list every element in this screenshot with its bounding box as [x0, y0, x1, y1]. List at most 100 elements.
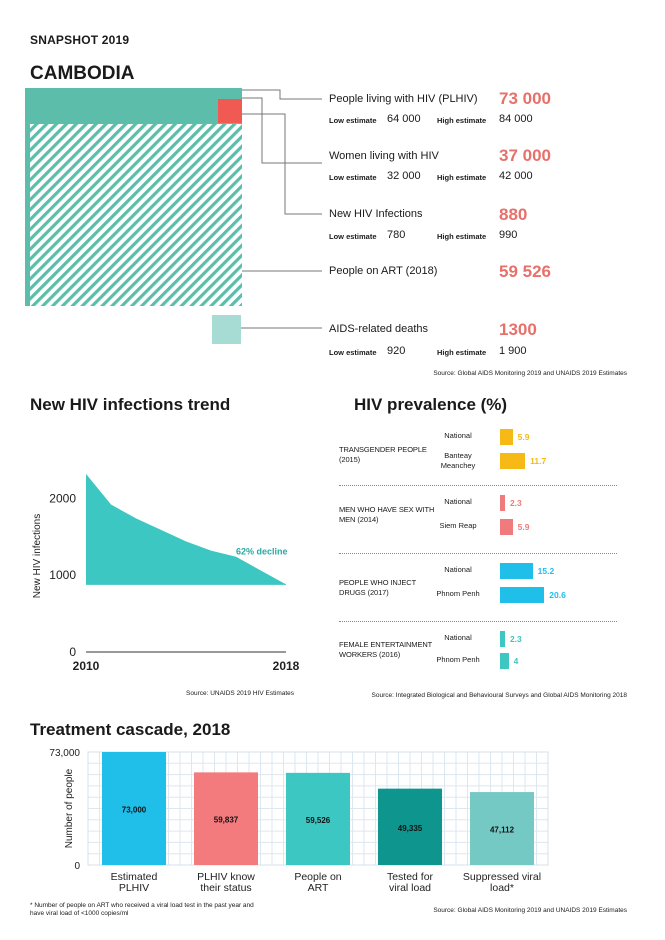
cascade-ytick-label: 73,000 [49, 748, 80, 759]
trend-baseline-band [86, 584, 286, 652]
cascade-category-label: PLHIV know their status [197, 871, 255, 894]
cascade-value-label: 73,000 [122, 806, 147, 815]
prevalence-sub-label: National [444, 633, 472, 642]
prevalence-group-label: FEMALE ENTERTAINMENT WORKERS (2016) [339, 640, 433, 659]
aids-deaths-square [212, 315, 241, 344]
plhiv-low-key: Low estimate [329, 116, 377, 125]
new-infections-value: 880 [499, 205, 528, 224]
new-infections-label: New HIV Infections [329, 208, 423, 220]
prevalence-value-label: 2.3 [509, 634, 522, 644]
women-low-key: Low estimate [329, 173, 377, 182]
cascade-bar [286, 772, 350, 865]
snapshot-label: SNAPSHOT 2019 [30, 33, 130, 47]
women-label: Women living with HIV [329, 150, 439, 162]
prevalence-sub-label: Phnom Penh [436, 655, 480, 664]
trend-chart: 0 1000 2000 2010 2018 New HIV infections 62% d… [32, 473, 300, 673]
prevalence-separator [339, 553, 617, 554]
prevalence-value-label: 5.9 [517, 522, 530, 532]
plhiv-value: 73 000 [499, 89, 551, 108]
prevalence-separator [339, 485, 617, 486]
plhiv-low-value: 64 000 [387, 113, 421, 125]
cascade-category-label: Suppressed viral load* [463, 871, 541, 894]
prevalence-group-label: TRANSGENDER PEOPLE (2015) [339, 445, 427, 464]
prevalence-bar [500, 429, 513, 445]
prevalence-value-label: 2.3 [509, 498, 522, 508]
prevalence-sub-label: National [444, 565, 472, 574]
cascade-chart: 73,000 Estimated PLHIV 59,837 PLHIV know thei… [49, 748, 549, 894]
prevalence-bar [500, 453, 526, 469]
prevalence-sub-label: Siem Reap [439, 521, 477, 530]
plhiv-label: People living with HIV (PLHIV) [329, 93, 478, 105]
prevalence-value-label: 11.7 [530, 456, 547, 466]
prevalence-bar [500, 587, 545, 603]
connector-women [242, 97, 322, 164]
new-infections-high-key: High estimate [437, 232, 487, 241]
cascade-title: Treatment cascade, 2018 [30, 720, 231, 739]
deaths-high-value: 1 900 [499, 345, 527, 357]
women-high-key: High estimate [437, 173, 487, 182]
prevalence-group-label: MEN WHO HAVE SEX WITH MEN (2014) [339, 505, 435, 524]
cascade-value-label: 59,837 [214, 816, 239, 825]
cascade-ytick-label: 0 [74, 861, 80, 872]
new-infections-high-value: 990 [499, 229, 518, 241]
plhiv-high-value: 84 000 [499, 113, 533, 125]
deaths-value: 1300 [499, 320, 537, 339]
deaths-low-value: 920 [387, 345, 406, 357]
cascade-value-label: 47,112 [490, 826, 515, 835]
new-infections-low-value: 780 [387, 229, 406, 241]
trend-xtick-label: 2018 [273, 659, 300, 673]
prevalence-sub-label: National [444, 431, 472, 440]
source-cascade: Source: Global AIDS Monitoring 2019 and … [433, 907, 627, 914]
connector-plhiv [242, 89, 322, 100]
cascade-bar [470, 792, 534, 865]
source-top: Source: Global AIDS Monitoring 2019 and … [433, 370, 627, 377]
prevalence-bar [500, 495, 505, 511]
women-low-value: 32 000 [387, 170, 421, 182]
prevalence-value-label: 15.2 [537, 566, 555, 576]
cascade-bar [102, 752, 166, 865]
prevalence-bar [500, 563, 533, 579]
prevalence-sub-label: Phnom Penh [436, 589, 480, 598]
hiv-overview-graphic [25, 88, 322, 344]
trend-ytick-label: 2000 [49, 491, 76, 505]
prevalence-group-label: PEOPLE WHO INJECT DRUGS (2017) [339, 578, 416, 597]
prevalence-bar [500, 653, 509, 669]
trend-ylabel: New HIV infections [32, 514, 43, 598]
art-label: People on ART (2018) [329, 265, 438, 277]
cascade-value-label: 49,335 [398, 824, 423, 833]
cascade-value-label: 59,526 [306, 816, 331, 825]
cascade-category-label: Estimated PLHIV [111, 871, 158, 894]
source-prevalence: Source: Integrated Biological and Behavi… [371, 692, 627, 699]
new-infections-low-key: Low estimate [329, 232, 377, 241]
prevalence-bar [500, 631, 505, 647]
prevalence-bar [500, 519, 513, 535]
on-art-hatched-area [30, 124, 242, 306]
trend-ytick-label: 0 [69, 645, 76, 659]
cascade-footnote: * Number of people on ART who received a… [30, 902, 254, 917]
prevalence-sub-label: National [444, 497, 472, 506]
prevalence-value-label: 20.6 [549, 590, 566, 600]
deaths-high-key: High estimate [437, 348, 487, 357]
cascade-bar [194, 772, 258, 865]
prevalence-value-label: 5.9 [517, 432, 530, 442]
cascade-ylabel: Number of people [64, 768, 75, 848]
deaths-label: AIDS-related deaths [329, 323, 429, 335]
trend-ytick-label: 1000 [49, 568, 76, 582]
women-high-value: 42 000 [499, 170, 533, 182]
cascade-bar [378, 788, 442, 865]
cascade-category-label: People on ART [294, 871, 341, 894]
trend-xtick-label: 2010 [73, 659, 100, 673]
prevalence-chart: TRANSGENDER PEOPLE (2015) National 5.9 Bant… [335, 425, 635, 685]
new-infections-square [218, 99, 242, 123]
cascade-category-label: Tested for viral load [387, 871, 434, 894]
prevalence-sub-label: Banteay Meanchey [440, 451, 476, 470]
plhiv-high-key: High estimate [437, 116, 487, 125]
art-value: 59 526 [499, 262, 551, 281]
trend-title: New HIV infections trend [30, 395, 231, 414]
trend-annotation: 62% decline [236, 547, 288, 557]
source-trend: Source: UNAIDS 2019 HIV Estimates [186, 690, 295, 697]
deaths-low-key: Low estimate [329, 348, 377, 357]
prevalence-title: HIV prevalence (%) [354, 395, 508, 414]
country-title: CAMBODIA [30, 63, 135, 84]
prevalence-separator [339, 621, 617, 622]
